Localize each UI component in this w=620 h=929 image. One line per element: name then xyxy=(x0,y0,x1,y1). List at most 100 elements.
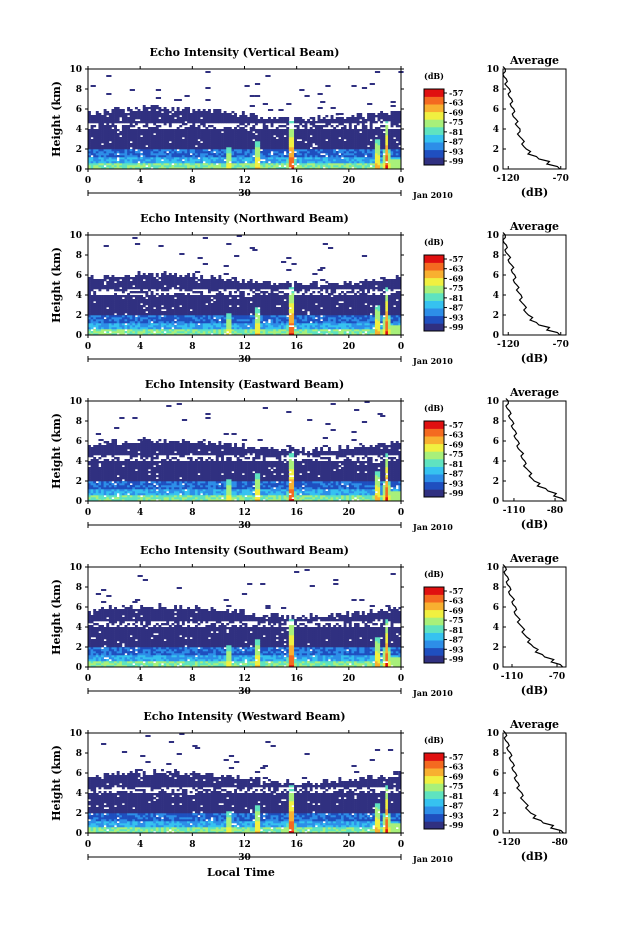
x-tick-label: 16 xyxy=(290,508,303,518)
x-tick-label: 0 xyxy=(398,508,404,518)
x-tick-label: 0 xyxy=(398,840,404,850)
colorbar-swatch xyxy=(424,474,444,483)
colorbar-swatch xyxy=(424,134,444,143)
heatmap-cells xyxy=(88,71,404,170)
colorbar-swatch xyxy=(424,609,444,618)
colorbar-tick-label: -93 xyxy=(449,644,464,654)
avg-y-tick-label: 6 xyxy=(493,437,499,447)
colorbar-swatch xyxy=(424,104,444,113)
avg-x-tick-label: -110 xyxy=(501,672,524,682)
x-tick-label: 12 xyxy=(238,674,251,684)
avg-y-tick-label: 4 xyxy=(493,789,499,799)
x-tick-label: 4 xyxy=(137,342,143,352)
y-tick-label: 8 xyxy=(76,251,82,261)
x-tick-label: 12 xyxy=(238,840,251,850)
heatmap-cells xyxy=(88,401,402,502)
colorbar-tick-label: -69 xyxy=(449,771,464,781)
colorbar-tick-label: -75 xyxy=(449,449,463,459)
colorbar-tick-label: -87 xyxy=(449,801,463,811)
y-axis-label: Height (km) xyxy=(50,81,63,157)
y-tick-label: 6 xyxy=(76,437,82,447)
panel-southward: Echo Intensity (Southward Beam) 0 2 4 6 8 10 He… xyxy=(50,544,567,698)
avg-y-tick-label: 0 xyxy=(493,165,499,175)
colorbar-swatch xyxy=(424,791,444,799)
colorbar-swatch xyxy=(424,315,444,324)
colorbar-swatch xyxy=(424,753,444,761)
avg-y-tick-label: 8 xyxy=(493,85,499,95)
colorbar-swatch xyxy=(424,436,444,445)
avg-y-tick-label: 8 xyxy=(493,251,499,261)
average-panel: Average 0 2 4 6 8 10 -120 -80 (dB) xyxy=(486,718,567,863)
x-tick-label: 0 xyxy=(85,342,91,352)
colorbar-swatch xyxy=(424,323,444,332)
avg-x-tick-label: -80 xyxy=(547,506,563,516)
colorbar-tick-label: -63 xyxy=(449,430,464,440)
colorbar-unit: (dB) xyxy=(424,735,444,745)
x-tick-label: 0 xyxy=(398,674,404,684)
avg-y-tick-label: 2 xyxy=(493,643,499,653)
y-tick-label: 8 xyxy=(76,583,82,593)
colorbar-tick-label: -87 xyxy=(449,469,463,479)
panel-northward: Echo Intensity (Northward Beam) 0 2 4 6 8 10 He… xyxy=(50,212,569,366)
avg-y-tick-label: 4 xyxy=(493,291,499,301)
avg-y-tick-label: 8 xyxy=(493,749,499,759)
avg-y-tick-label: 6 xyxy=(493,769,499,779)
colorbar-tick-label: -99 xyxy=(449,654,464,664)
x-tick-label: 20 xyxy=(343,508,356,518)
x-tick-label: 20 xyxy=(343,840,356,850)
x-tick-label: 16 xyxy=(290,342,303,352)
x-tick-label: 0 xyxy=(85,840,91,850)
y-tick-label: 10 xyxy=(69,231,82,241)
colorbar-swatch xyxy=(424,96,444,105)
avg-x-axis-label: (dB) xyxy=(521,850,548,863)
x-tick-label: 0 xyxy=(85,674,91,684)
y-tick-label: 10 xyxy=(69,65,82,75)
avg-y-tick-label: 0 xyxy=(493,829,499,839)
avg-x-tick-label: -70 xyxy=(553,174,569,184)
colorbar-tick-label: -99 xyxy=(449,488,464,498)
colorbar-swatch xyxy=(424,655,444,664)
x-tick-label: 0 xyxy=(85,176,91,186)
date-label: Jan 2010 xyxy=(412,854,453,864)
colorbar-tick-label: -63 xyxy=(449,264,464,274)
avg-y-tick-label: 4 xyxy=(493,623,499,633)
colorbar-tick-label: -75 xyxy=(449,283,463,293)
average-panel: Average 0 2 4 6 8 10 -110 -80 (dB) xyxy=(486,386,567,531)
y-tick-label: 6 xyxy=(76,603,82,613)
x-tick-label: 16 xyxy=(290,674,303,684)
colorbar-swatch xyxy=(424,142,444,151)
colorbar-swatch xyxy=(424,300,444,309)
y-tick-label: 6 xyxy=(76,271,82,281)
x-tick-label: 20 xyxy=(343,674,356,684)
colorbar-swatch xyxy=(424,451,444,460)
panel-title: Echo Intensity (Westward Beam) xyxy=(143,710,345,723)
date-label: Jan 2010 xyxy=(412,522,453,532)
average-title: Average xyxy=(509,718,559,731)
y-tick-label: 2 xyxy=(76,311,82,321)
colorbar-swatch xyxy=(424,760,444,769)
avg-x-axis-label: (dB) xyxy=(521,518,548,531)
y-tick-label: 4 xyxy=(76,125,82,135)
y-tick-label: 8 xyxy=(76,85,82,95)
day-label: 30 xyxy=(238,355,251,365)
day-label: 30 xyxy=(238,853,251,863)
day-label: 30 xyxy=(238,687,251,697)
avg-x-tick-label: -70 xyxy=(553,340,569,350)
panel-title: Echo Intensity (Northward Beam) xyxy=(140,212,349,225)
avg-y-tick-label: 8 xyxy=(493,583,499,593)
colorbar-unit: (dB) xyxy=(424,237,444,247)
colorbar-tick-label: -57 xyxy=(449,88,463,98)
average-profile-line xyxy=(502,730,564,834)
average-profile-line xyxy=(505,398,565,502)
colorbar-swatch xyxy=(424,617,444,626)
colorbar-tick-label: -63 xyxy=(449,98,464,108)
colorbar-tick-label: -57 xyxy=(449,254,463,264)
colorbar-swatch xyxy=(424,594,444,603)
colorbar-unit: (dB) xyxy=(424,403,444,413)
x-tick-label: 0 xyxy=(398,342,404,352)
avg-x-axis-label: (dB) xyxy=(521,186,548,199)
x-tick-label: 8 xyxy=(189,508,195,518)
colorbar-tick-label: -81 xyxy=(449,127,463,137)
x-tick-label: 20 xyxy=(343,342,356,352)
avg-y-tick-label: 10 xyxy=(486,563,499,573)
